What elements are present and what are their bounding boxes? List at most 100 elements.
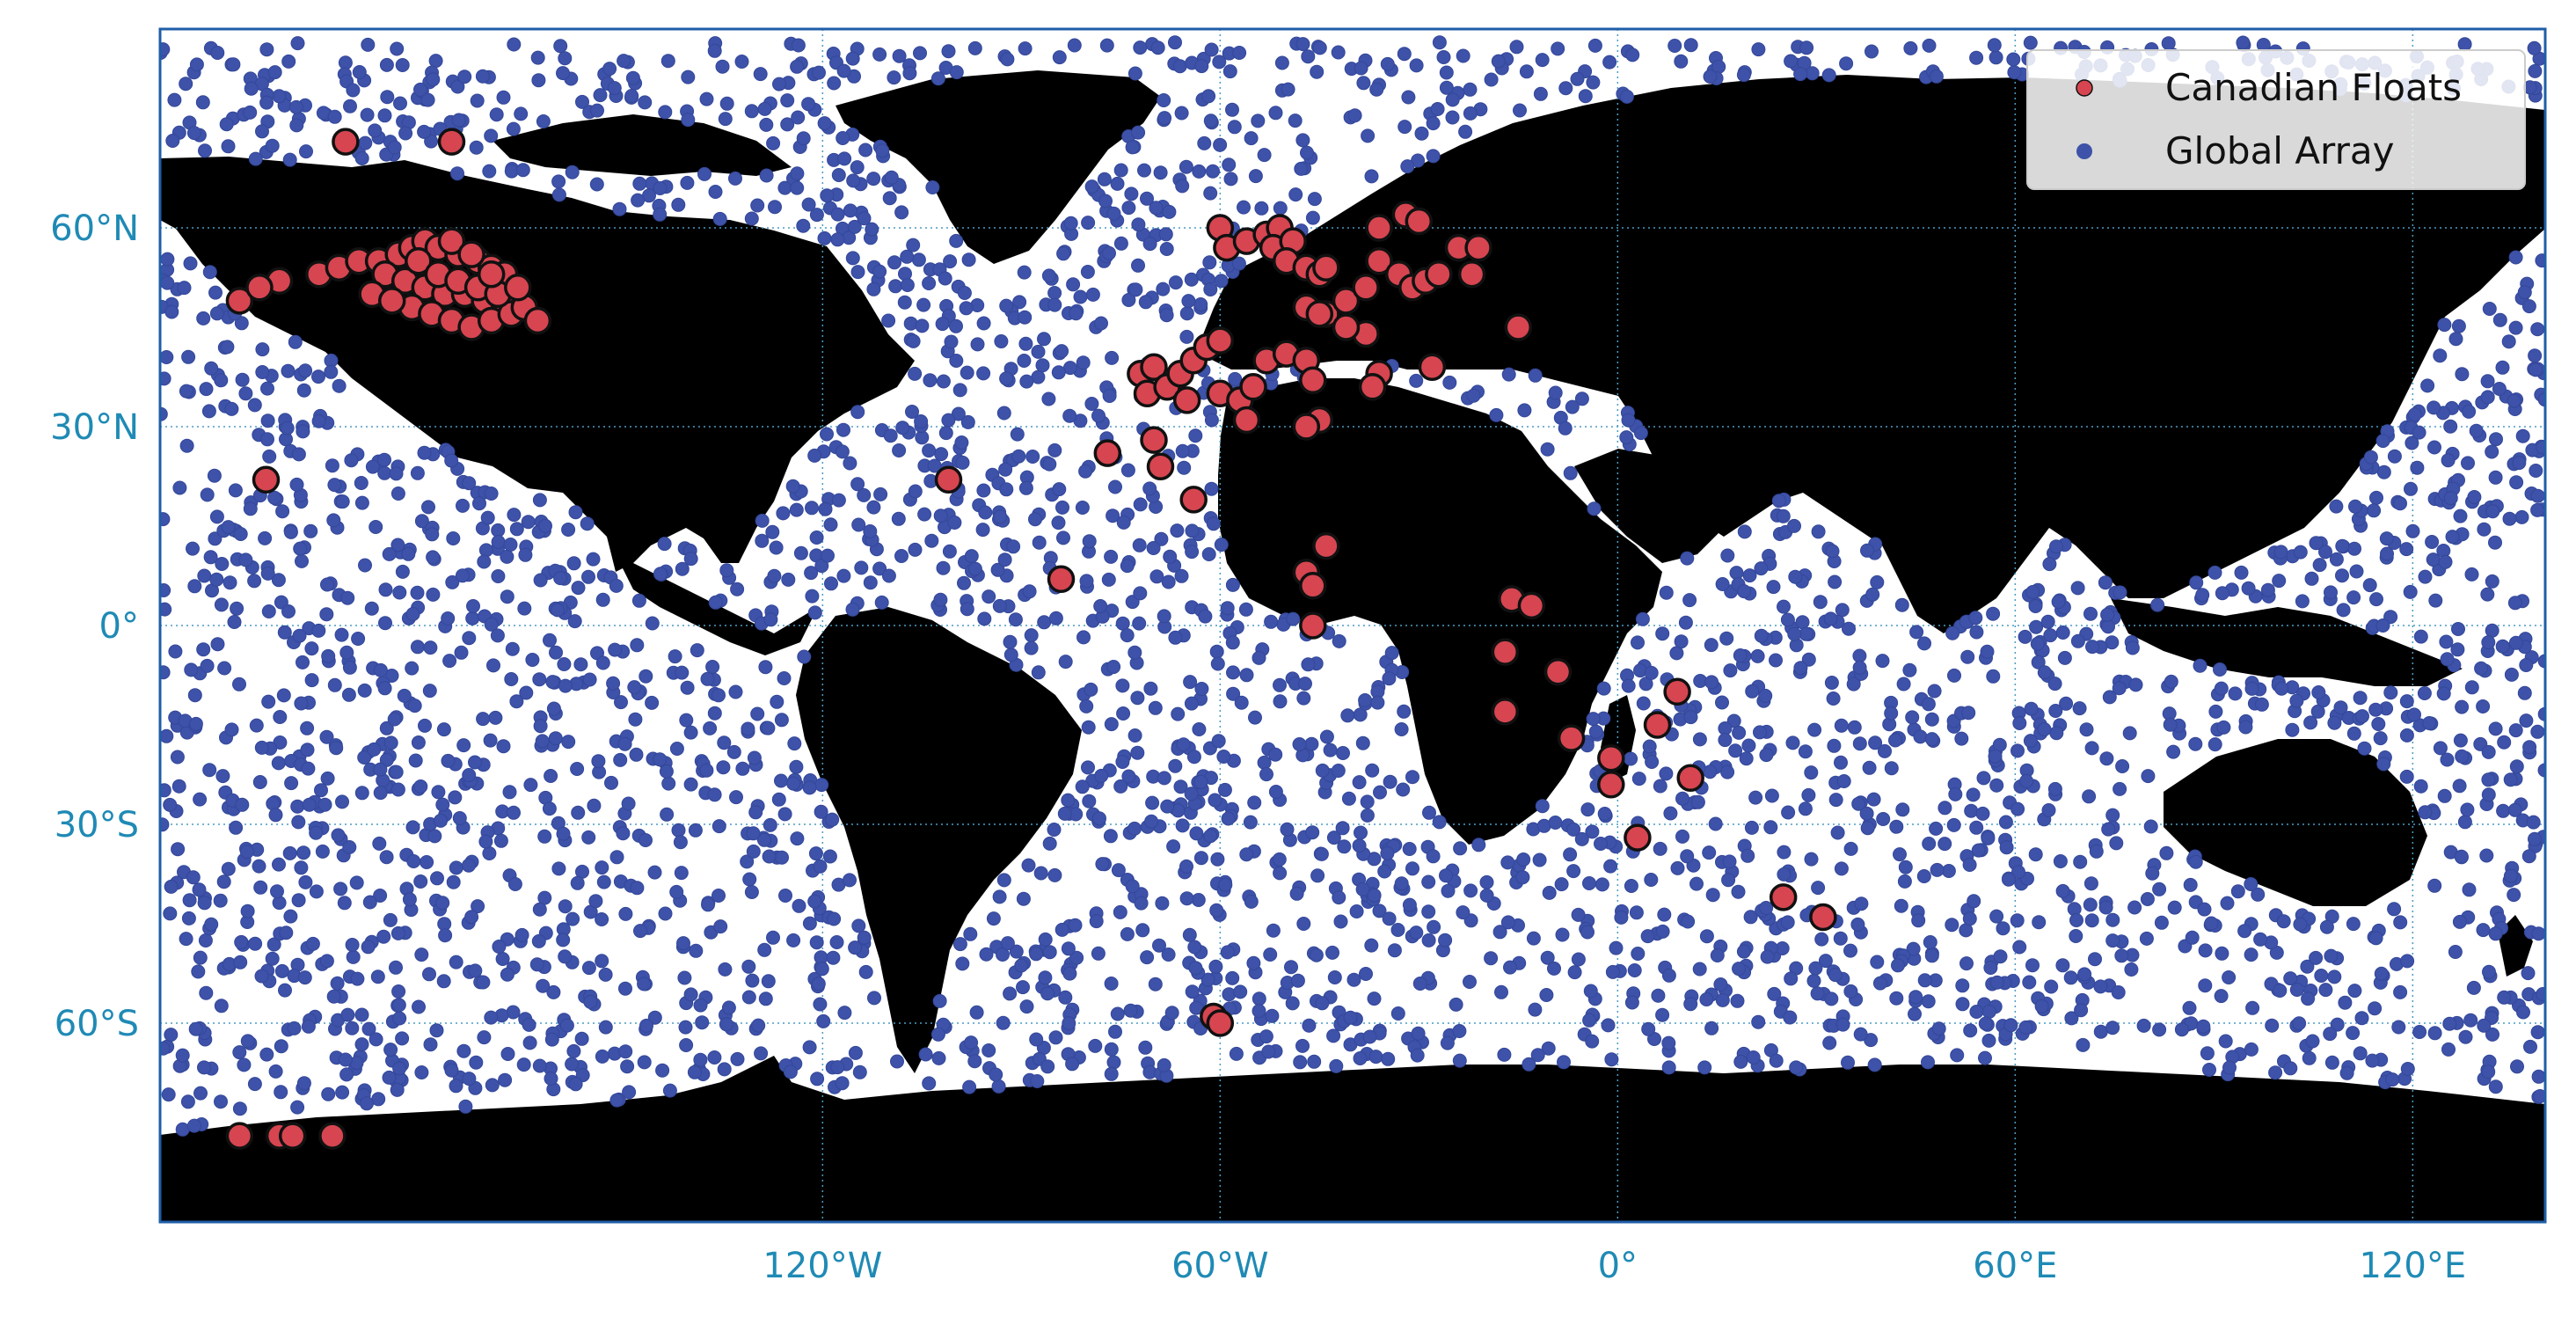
global-array-point: [2427, 1026, 2442, 1041]
global-array-point: [168, 644, 183, 659]
global-array-point: [2530, 502, 2545, 517]
global-array-point: [812, 65, 826, 80]
global-array-point: [595, 655, 610, 670]
global-array-point: [1384, 646, 1399, 661]
global-array-point: [1294, 161, 1309, 176]
global-array-point: [2455, 749, 2470, 764]
global-array-point: [1120, 926, 1135, 941]
global-array-point: [1692, 732, 1707, 747]
global-array-point: [1307, 1054, 1322, 1069]
global-array-point: [2327, 969, 2342, 984]
global-array-point: [1847, 720, 1862, 735]
global-array-point: [469, 140, 484, 155]
global-array-point: [1558, 421, 1573, 435]
global-array-point: [1884, 706, 1899, 721]
global-array-point: [952, 937, 967, 952]
global-array-point: [214, 597, 229, 612]
global-array-point: [1081, 720, 1096, 735]
global-array-point: [996, 873, 1011, 888]
global-array-point: [546, 701, 561, 716]
global-array-point: [846, 173, 861, 188]
global-array-point: [582, 672, 597, 687]
global-array-point: [1452, 1024, 1467, 1038]
global-array-point: [1445, 110, 1460, 125]
global-array-point: [305, 936, 320, 951]
canadian-float-point: [1312, 253, 1340, 282]
global-array-point: [1822, 1035, 1837, 1050]
global-array-point: [1971, 843, 1986, 858]
global-array-point: [543, 633, 557, 648]
global-array-point: [531, 73, 546, 88]
global-array-point: [922, 443, 937, 458]
global-array-point: [2012, 716, 2027, 730]
global-array-point: [1530, 1048, 1545, 1063]
global-array-point: [1024, 628, 1039, 643]
global-array-point: [1783, 1010, 1798, 1025]
global-array-point: [282, 845, 297, 860]
global-array-point: [789, 502, 804, 517]
global-array-point: [1998, 815, 2013, 830]
global-array-point: [227, 615, 242, 629]
global-array-point: [1078, 464, 1093, 479]
global-array-point: [2188, 736, 2203, 751]
global-array-point: [1179, 306, 1194, 321]
global-array-point: [761, 974, 776, 989]
global-array-point: [957, 286, 972, 300]
global-array-point: [2354, 1011, 2369, 1026]
global-array-point: [448, 790, 463, 805]
global-array-point: [658, 906, 673, 921]
global-array-point: [1795, 615, 1810, 630]
global-array-point: [1016, 980, 1030, 995]
global-array-point: [274, 1039, 288, 1054]
global-array-point: [277, 625, 292, 640]
global-array-point: [1127, 728, 1142, 743]
global-array-point: [999, 482, 1014, 497]
global-array-point: [824, 576, 838, 591]
canadian-float-point: [437, 128, 466, 156]
global-array-point: [802, 780, 817, 795]
global-array-point: [1414, 126, 1429, 141]
global-array-point: [1268, 785, 1283, 799]
global-array-point: [1732, 725, 1747, 740]
global-array-point: [1055, 500, 1069, 515]
global-array-point: [573, 657, 588, 672]
canadian-float-point: [225, 1122, 254, 1150]
global-array-point: [1160, 799, 1175, 814]
global-array-point: [2327, 715, 2342, 730]
global-array-point: [2159, 845, 2174, 860]
global-array-point: [1104, 977, 1119, 991]
global-array-point: [751, 1018, 766, 1033]
global-array-point: [532, 1058, 547, 1073]
global-array-point: [1888, 733, 1902, 748]
global-array-point: [2418, 805, 2433, 820]
global-array-point: [1889, 991, 1904, 1006]
global-array-point: [339, 645, 354, 660]
global-array-point: [1787, 518, 1801, 533]
global-array-point: [612, 201, 627, 216]
global-array-point: [765, 524, 780, 539]
global-array-point: [193, 950, 208, 965]
global-array-point: [1148, 700, 1163, 715]
global-array-point: [1744, 820, 1759, 835]
global-array-point: [786, 776, 801, 791]
global-array-point: [565, 165, 580, 179]
global-array-point: [2055, 883, 2070, 898]
global-array-point: [595, 860, 609, 875]
global-array-point: [1092, 811, 1106, 826]
global-array-point: [201, 404, 216, 419]
global-array-point: [941, 413, 956, 428]
global-array-point: [1123, 1003, 1138, 1018]
global-array-point: [1394, 876, 1409, 891]
global-array-point: [913, 46, 927, 61]
global-array-point: [392, 585, 407, 600]
global-array-point: [2333, 700, 2348, 715]
global-array-point: [763, 817, 777, 832]
global-array-point: [444, 453, 459, 468]
global-array-point: [390, 41, 405, 56]
global-array-point: [708, 595, 723, 610]
global-array-point: [1069, 306, 1084, 321]
global-array-point: [1203, 186, 1218, 201]
global-array-point: [2404, 481, 2418, 496]
canadian-float-point: [1543, 657, 1573, 686]
global-array-point: [1945, 626, 1960, 640]
